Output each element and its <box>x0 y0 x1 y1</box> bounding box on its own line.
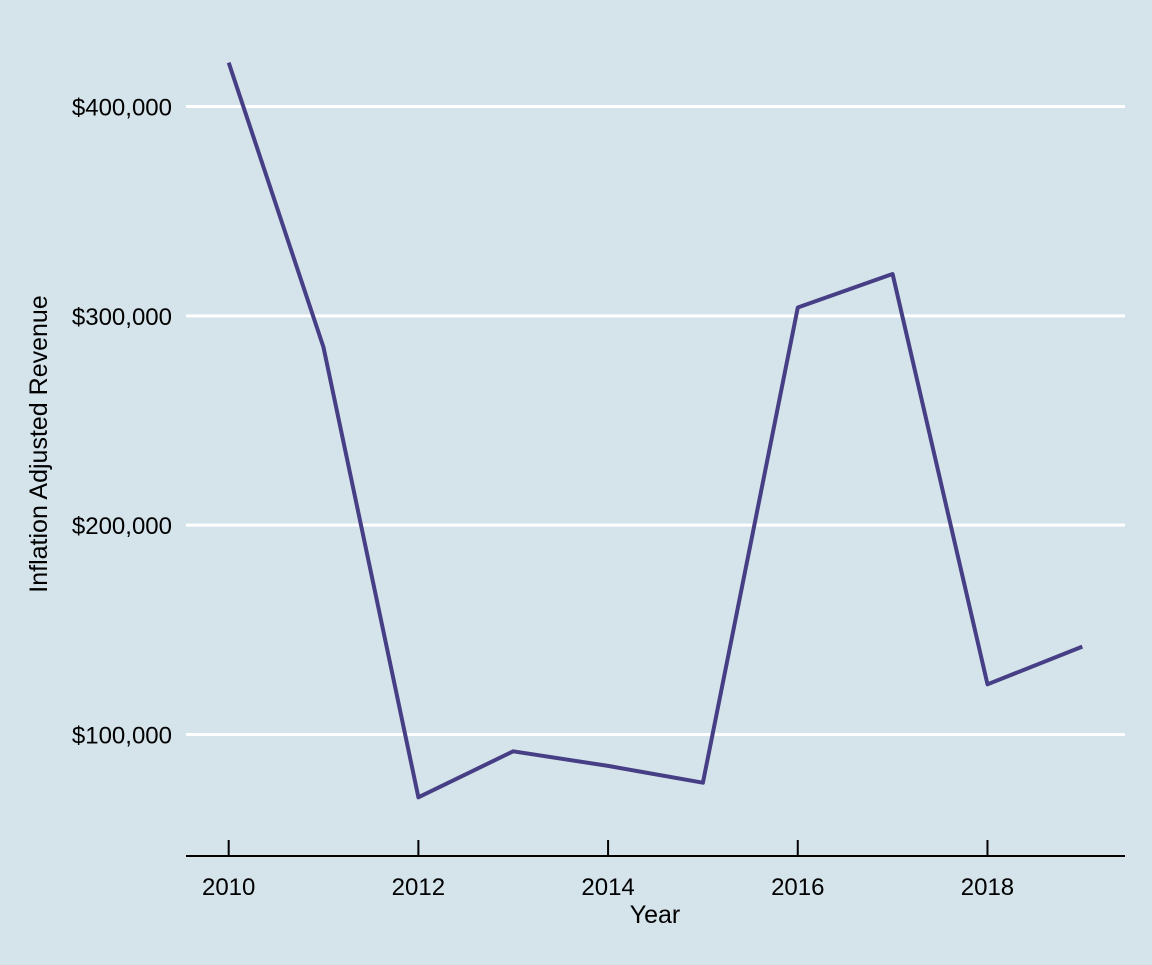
y-tick-label: $200,000 <box>72 513 172 540</box>
x-tick-label: 2010 <box>202 874 255 901</box>
series-layer <box>226 61 1084 800</box>
series-line <box>226 61 1084 800</box>
y-axis-title: Inflation Adjusted Revenue <box>25 295 53 592</box>
x-tick-label: 2014 <box>581 874 634 901</box>
x-axis-ticks: 2010 2012 2014 2016 2018 <box>202 840 1014 901</box>
y-tick-label: $100,000 <box>72 723 172 750</box>
y-tick-label: $300,000 <box>72 304 172 331</box>
gridlines <box>186 105 1125 737</box>
x-tick-label: 2018 <box>961 874 1014 901</box>
x-axis-title: Year <box>630 901 681 929</box>
y-axis-ticks: $100,000 $200,000 $300,000 $400,000 <box>72 95 172 750</box>
y-tick-label: $400,000 <box>72 95 172 122</box>
x-tick-label: 2016 <box>771 874 824 901</box>
x-tick-label: 2012 <box>392 874 445 901</box>
